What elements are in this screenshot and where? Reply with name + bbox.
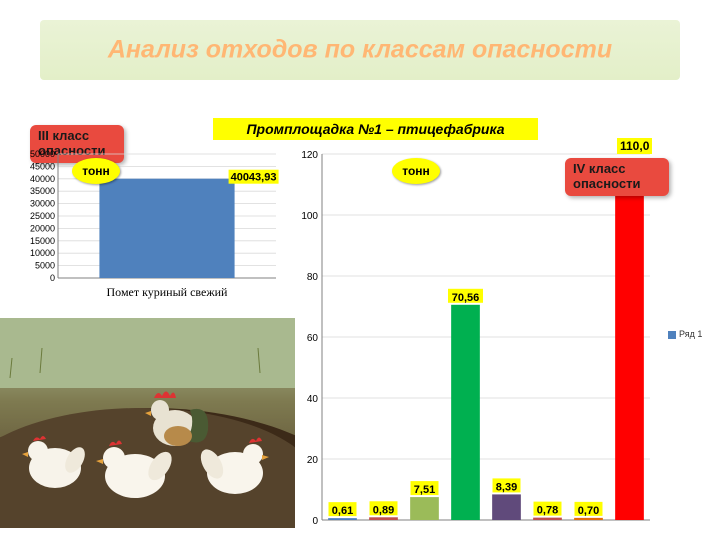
svg-text:20: 20: [307, 455, 319, 466]
svg-text:35000: 35000: [30, 186, 55, 196]
svg-text:20000: 20000: [30, 223, 55, 233]
chart-class3: 0 5000 10000 15000 20000 25000 30000 35000 40000…: [22, 150, 282, 305]
svg-text:15000: 15000: [30, 236, 55, 246]
partial-data-label: 110,0: [617, 138, 652, 154]
svg-text:7,51: 7,51: [414, 484, 435, 496]
legend-label: Ряд 1: [679, 329, 702, 339]
svg-text:0: 0: [50, 273, 55, 283]
svg-text:0,61: 0,61: [332, 505, 353, 517]
subtitle-strip: Промплощадка №1 – птицефабрика: [213, 118, 538, 140]
class4-label: IV класс опасности: [573, 161, 640, 191]
svg-text:80: 80: [307, 272, 319, 283]
svg-text:40043,93: 40043,93: [231, 172, 277, 184]
svg-text:Помет куриный свежий: Помет куриный свежий: [107, 285, 229, 299]
photo-chickens: [0, 318, 295, 528]
svg-text:50000: 50000: [30, 150, 55, 159]
svg-text:10000: 10000: [30, 248, 55, 258]
svg-text:70,56: 70,56: [452, 292, 480, 304]
legend-swatch: [668, 331, 676, 339]
svg-text:60: 60: [307, 333, 319, 344]
svg-text:25000: 25000: [30, 211, 55, 221]
class4-badge: IV класс опасности: [565, 158, 669, 196]
svg-text:0,70: 0,70: [578, 505, 599, 517]
svg-text:40: 40: [307, 394, 319, 405]
svg-text:100: 100: [301, 211, 318, 222]
chart-class4: 0 20 40 60 80 100 120 0,61 0,89 7,51 70,56 8,39 0,78…: [298, 148, 668, 528]
tonn-badge-right: тонн: [392, 158, 440, 184]
title-banner: Анализ отходов по классам опасности: [40, 20, 680, 80]
chart2-legend: Ряд 1: [668, 329, 702, 339]
tonn-label-right: тонн: [402, 164, 430, 178]
page-title: Анализ отходов по классам опасности: [40, 36, 680, 65]
svg-text:0,78: 0,78: [537, 505, 558, 517]
svg-text:120: 120: [301, 150, 318, 161]
svg-text:30000: 30000: [30, 199, 55, 209]
svg-text:5000: 5000: [35, 261, 55, 271]
svg-text:8,39: 8,39: [496, 481, 517, 493]
tonn-badge-left: тонн: [72, 158, 120, 184]
subtitle-text: Промплощадка №1 – птицефабрика: [246, 121, 504, 137]
svg-text:0,89: 0,89: [373, 504, 394, 516]
svg-text:0: 0: [312, 516, 318, 527]
svg-text:45000: 45000: [30, 161, 55, 171]
photo-illustration: [0, 318, 295, 528]
svg-text:40000: 40000: [30, 174, 55, 184]
partial-data-label-text: 110,0: [620, 139, 649, 153]
tonn-label-left: тонн: [82, 164, 110, 178]
